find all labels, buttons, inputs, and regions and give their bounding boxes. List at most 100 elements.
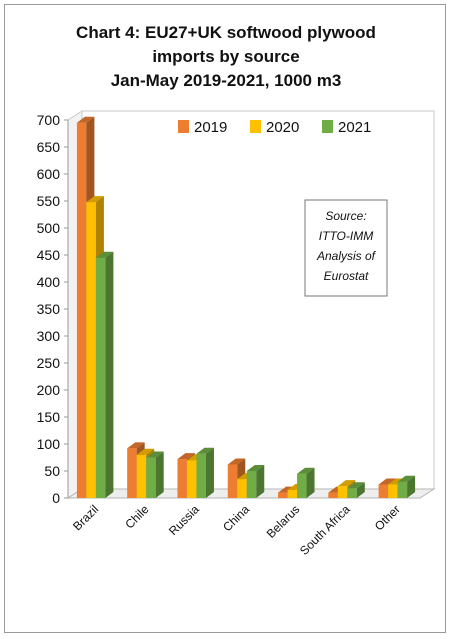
- x-tick-label: Russia: [166, 502, 202, 538]
- bar-front: [287, 489, 298, 498]
- bar: [196, 447, 214, 498]
- source-note-line-3: Analysis of: [316, 249, 377, 263]
- y-tick-label: 700: [37, 112, 61, 128]
- legend-item-2021: 2021: [322, 119, 371, 136]
- chart-walls: [66, 110, 436, 499]
- bar-front: [378, 484, 389, 498]
- source-note: Source: ITTO-IMM Analysis of Eurostat: [304, 199, 388, 297]
- bar-front: [297, 473, 307, 498]
- legend-item-2019: 2019: [178, 119, 227, 136]
- bar-front: [177, 459, 187, 498]
- bar-group-other: [378, 475, 416, 498]
- bar: [246, 465, 265, 498]
- bar-front: [337, 486, 348, 498]
- bar-top: [127, 442, 145, 449]
- bar-top: [196, 447, 214, 454]
- back-wall: [81, 110, 435, 490]
- bar: [95, 251, 114, 498]
- bar: [397, 475, 416, 498]
- bar-top: [95, 251, 114, 258]
- bar-side: [356, 482, 365, 498]
- bar-top: [227, 458, 246, 465]
- source-note-box: [304, 199, 388, 297]
- bar-group-chile: [127, 442, 164, 498]
- y-tick-label: 550: [37, 193, 61, 209]
- x-tick-label: Other: [372, 502, 403, 533]
- legend-label: 2021: [338, 119, 371, 136]
- bar-side: [256, 465, 265, 498]
- bar-front: [127, 448, 137, 498]
- source-note-line-4: Eurostat: [324, 269, 369, 283]
- bar-front: [76, 122, 87, 498]
- legend-swatch: [250, 120, 261, 133]
- bar-front: [388, 484, 398, 498]
- bar-side: [105, 251, 114, 498]
- bar-front: [397, 481, 408, 498]
- bar-front: [246, 471, 257, 498]
- bars: [76, 116, 416, 498]
- bar-group-south-africa: [328, 480, 365, 498]
- y-tick-label: 100: [37, 436, 61, 452]
- bar-top: [177, 453, 195, 460]
- y-tick-label: 0: [52, 490, 60, 506]
- y-tick-label: 250: [37, 355, 61, 371]
- y-tick-label: 350: [37, 301, 61, 317]
- chart-title-line-1: Chart 4: EU27+UK softwood plywood: [76, 23, 376, 42]
- bar-top: [347, 482, 365, 489]
- y-tick-label: 300: [37, 328, 61, 344]
- bar-top: [246, 465, 265, 471]
- y-tick-label: 450: [37, 247, 61, 263]
- chart-title-line-2: imports by source: [152, 47, 300, 66]
- bar-front: [86, 202, 96, 498]
- bar: [146, 451, 164, 498]
- bar-side: [205, 447, 214, 498]
- bar-front: [328, 492, 338, 498]
- x-tick-label: China: [220, 502, 252, 534]
- bar-front: [196, 453, 206, 498]
- source-note-line-2: ITTO-IMM: [319, 229, 373, 243]
- bar-front: [347, 488, 357, 498]
- bar-group-brazil: [76, 116, 114, 498]
- legend-item-2020: 2020: [250, 119, 299, 136]
- bar: [347, 482, 365, 498]
- x-tick-label: Belarus: [264, 502, 303, 541]
- bar-top: [146, 451, 164, 458]
- y-tick-label: 400: [37, 274, 61, 290]
- bar: [297, 467, 315, 498]
- chart-title-line-3: Jan-May 2019-2021, 1000 m3: [110, 71, 342, 90]
- legend-label: 2020: [266, 119, 299, 136]
- bar-group-belarus: [278, 467, 315, 498]
- x-tick-label: Brazil: [70, 502, 101, 533]
- legend-swatch: [322, 120, 333, 133]
- bar-front: [227, 464, 238, 498]
- legend: 2019 2020 2021: [178, 119, 371, 136]
- bar-top: [297, 467, 315, 474]
- chart-title: Chart 4: EU27+UK softwood plywood import…: [5, 21, 447, 93]
- bar-side: [407, 475, 416, 498]
- x-tick-label: Chile: [122, 502, 151, 531]
- bar-group-russia: [177, 447, 214, 498]
- bar-top: [76, 116, 95, 123]
- y-tick-label: 500: [37, 220, 61, 236]
- bar-side: [306, 467, 315, 498]
- y-tick-label: 650: [37, 139, 61, 155]
- bar-top: [397, 475, 416, 482]
- y-axis: 0 50 100 150 200 250 300 350 400 450 500 550 600 650 7…: [37, 112, 69, 506]
- bar-top: [136, 448, 155, 455]
- legend-swatch: [178, 120, 189, 133]
- y-tick-label: 150: [37, 409, 61, 425]
- bar-front: [146, 457, 156, 498]
- bar-front: [186, 460, 197, 498]
- legend-label: 2019: [194, 119, 227, 136]
- bar-top: [378, 478, 397, 485]
- bar-front: [136, 454, 147, 498]
- bar-side: [155, 451, 164, 498]
- bar-group-china: [227, 458, 265, 498]
- bar-front: [95, 257, 106, 498]
- y-tick-label: 600: [37, 166, 61, 182]
- y-tick-label: 50: [44, 463, 60, 479]
- bar-top: [337, 480, 356, 487]
- bar-front: [237, 479, 247, 498]
